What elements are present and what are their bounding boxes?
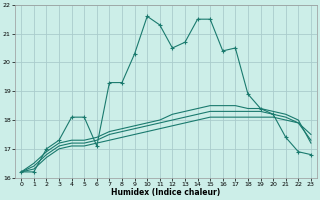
X-axis label: Humidex (Indice chaleur): Humidex (Indice chaleur) — [111, 188, 221, 197]
